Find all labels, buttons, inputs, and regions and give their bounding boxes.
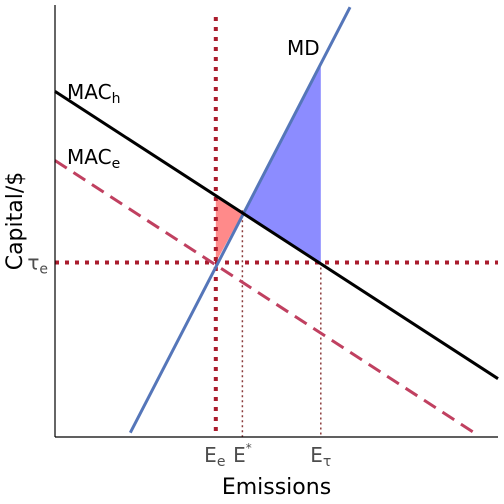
shaded-regions	[215, 62, 321, 263]
x-tick-label-3: Eτ	[310, 443, 331, 470]
shaded-region-2	[242, 62, 321, 263]
tick-labels: Ee E* Eτ τe	[27, 250, 331, 470]
guide-lines	[55, 17, 498, 437]
x-tick-label-2: E*	[233, 441, 252, 467]
series-line-mac-h	[54, 90, 499, 380]
x-tick-label-1: Ee	[204, 443, 225, 470]
y-axis-label: Capital/$	[3, 172, 28, 271]
shaded-region-1	[215, 195, 243, 263]
series-label-mac-h: MACh	[67, 80, 120, 107]
series-line-md	[128, 6, 352, 434]
series-label-mac-e: MACe	[67, 145, 120, 172]
series-label-md: MD	[287, 36, 320, 60]
y-tick-label-1: τe	[27, 250, 48, 277]
series-line-mac-e	[54, 159, 475, 434]
series-labels: MD MACh MACe	[67, 36, 320, 172]
axes	[54, 5, 498, 438]
x-axis-label: Emissions	[222, 475, 331, 500]
series-lines	[54, 6, 499, 434]
